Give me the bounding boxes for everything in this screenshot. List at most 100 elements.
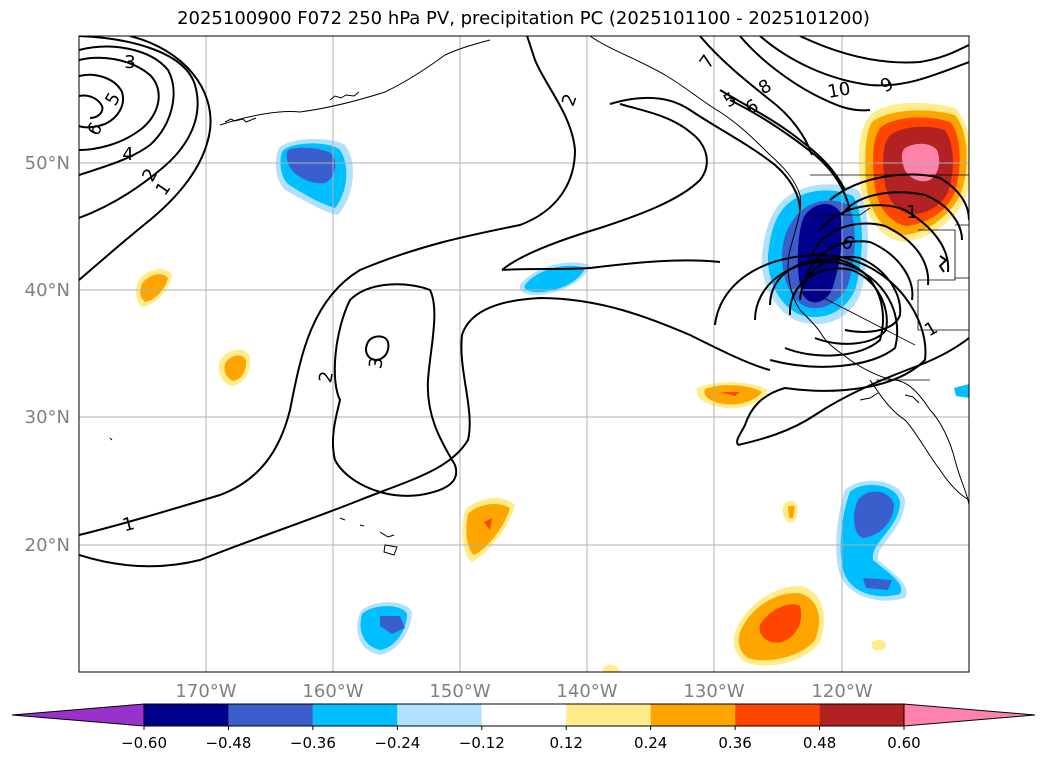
border-state-1 [810,207,871,216]
contour-pv-trough-10 [714,254,927,446]
precip-area-12-min [380,616,405,634]
border-state-5 [955,224,969,279]
precip-positive-shading [135,102,969,672]
contour-pv-small [938,255,948,273]
precip-area-4-core [466,504,510,555]
contour-label: 1 [120,513,136,536]
lat-label-50n: 50°N [25,153,70,174]
contour-pv-2-center [331,283,458,497]
contour-pv-8 [739,36,871,112]
colorbar-segment [228,704,313,726]
coast-island [109,437,113,441]
lat-label-20n: 20°N [25,535,70,556]
colorbar-segment [566,704,651,726]
contour-pv-trough-9 [754,260,899,368]
contour-pv-2 [79,36,199,219]
contour-pv-5 [79,73,124,129]
contour-label: 4 [122,144,133,165]
lat-label-40n: 40°N [25,280,70,301]
colorbar: −0.60 −0.48 −0.36 −0.24 −0.12 0.12 0.24 0.36 0.4… [11,703,1036,752]
precip-area-4-max [484,518,492,530]
contour-pv-3-center [365,335,390,362]
colorbar-segment [312,704,398,726]
lon-label-170w: 170°W [175,681,236,702]
contour-pv-1-loop-c2 [501,259,721,271]
contour-pv-5-east [719,89,846,191]
lon-label-140w: 140°W [556,681,617,702]
precip-area-11-min-2 [863,578,892,590]
precip-area-7 [872,639,886,651]
contour-labels: 3 5 6 4 2 1 2 7 8 10 9 5 6 6 1 1 2 3 1 [83,51,941,536]
precip-area-8 [603,664,620,672]
border-state-4 [817,294,916,346]
colorbar-tick-label: −0.24 [374,734,420,752]
coast-aleutians [219,39,491,126]
contour-pv-3 [79,45,175,176]
coast-aleutians-islands [224,117,257,123]
precip-area-9-min [286,147,336,184]
lon-label-160w: 160°W [302,681,363,702]
colorbar-extend-max [903,703,1036,727]
contour-pv-2-east [609,96,801,211]
lon-label-150w: 150°W [429,681,490,702]
border-state-2 [918,229,956,281]
coast-aleutians-islands-2 [329,91,360,101]
colorbar-segment [650,704,736,726]
contour-label: 10 [826,78,852,103]
border-state-3 [917,280,969,331]
colorbar-tick-label: 0.24 [634,734,667,752]
colorbar-segment [144,704,229,726]
contour-pv-1-loop-c [501,103,708,271]
contour-pv-4 [79,56,160,151]
contour-pv-trough-2 [841,191,963,241]
colorbar-tick-label: −0.12 [459,734,505,752]
lon-label-120w: 120°W [811,681,872,702]
contour-pv-trough-1 [829,173,969,221]
colorbar-tick-label: 0.48 [803,734,836,752]
contour-pv-trough-5 [805,240,914,301]
colorbar-segment [397,704,482,726]
colorbar-tick-label: 0.60 [887,734,920,752]
map-frame [78,35,970,673]
precip-area-3-max [720,392,740,396]
lon-labels: 170°W 160°W 150°W 140°W 130°W 120°W [175,681,872,702]
gridlines [79,36,969,672]
contour-pv-1-loop-b [79,296,771,568]
contour-pv-7 [699,36,813,156]
precip-area-6-core [788,506,795,518]
contour-label: 1 [906,202,917,223]
map-panel: 3 5 6 4 2 1 2 7 8 10 9 5 6 6 1 1 2 3 1 [78,35,970,673]
precip-area-11-min [853,491,894,538]
precip-area-1-core [140,274,168,302]
lat-labels: 50°N 40°N 30°N 20°N [25,153,70,556]
colorbar-tick-label: −0.36 [290,734,336,752]
precip-area-2-core [224,355,247,381]
contour-pv-trough-3 [819,204,950,273]
lon-label-130w: 130°W [683,681,744,702]
contour-pv-9 [799,36,969,64]
lat-label-30n: 30°N [25,407,70,428]
contour-pv-trough-4 [811,222,930,286]
colorbar-tick-label: −0.60 [121,734,167,752]
contour-label: 3 [365,356,388,371]
contour-pv-1-south [737,337,969,446]
coastlines [109,36,969,556]
coast-gulf-of-california [859,392,920,404]
colorbar-segment [735,704,820,726]
precip-area-ne-pacific-max [901,143,940,182]
coast-baja-california [869,379,969,501]
colorbar-tick-label: 0.12 [550,734,583,752]
colorbar-segment [819,704,904,726]
map-title: 2025100900 F072 250 hPa PV, precipitatio… [177,8,870,29]
colorbar-tick-label: 0.36 [718,734,751,752]
colorbar-outline [143,703,905,727]
colorbar-tick-label: −0.48 [205,734,251,752]
contour-pv-10 [759,36,969,87]
map-background [79,36,969,672]
contour-pv-1-loop-a [79,36,577,536]
contour-label: 2 [315,370,338,385]
coast-hawaii [339,517,398,556]
precip-area-5-max [759,604,802,643]
precip-area-10-core [524,265,585,293]
colorbar-extend-min [11,703,145,727]
